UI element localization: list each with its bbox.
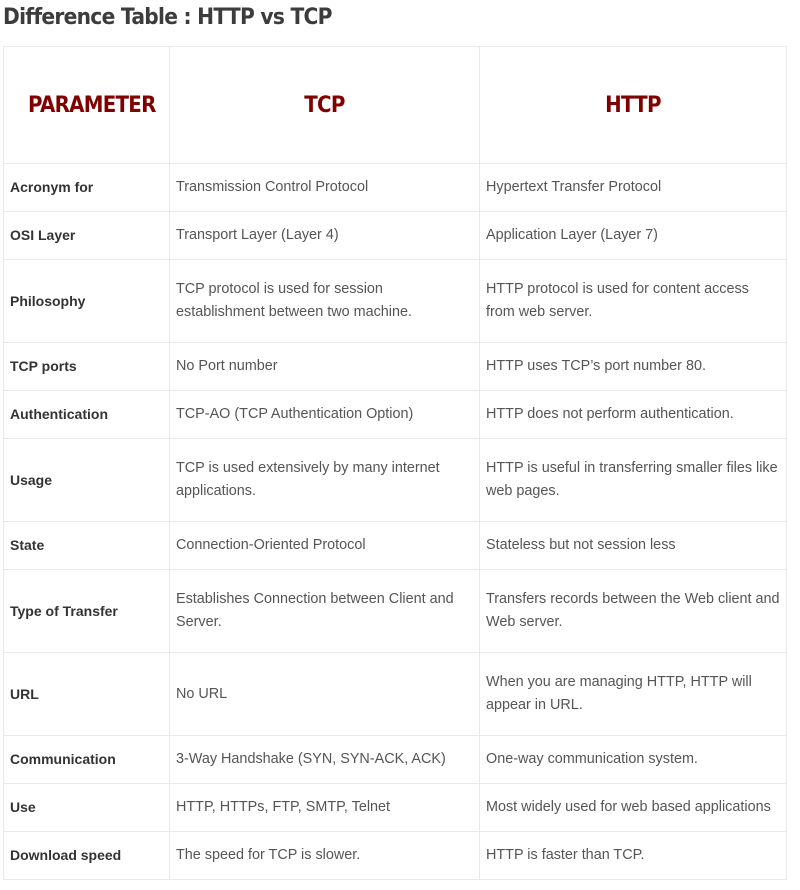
row-tcp-value: Transport Layer (Layer 4) (169, 211, 480, 260)
row-http-value: One-way communication system. (479, 735, 787, 784)
row-http-value: HTTP protocol is used for content access… (479, 259, 787, 343)
header-tcp-label: TCP (304, 92, 345, 118)
header-http-label: HTTP (605, 92, 661, 118)
row-tcp-value: TCP protocol is used for session establi… (169, 259, 480, 343)
row-parameter: URL (3, 652, 170, 736)
table-row: URL No URL When you are managing HTTP, H… (3, 652, 787, 736)
table-row: Communication 3-Way Handshake (SYN, SYN-… (3, 735, 787, 784)
page-title: Difference Table : HTTP vs TCP (3, 5, 333, 30)
header-http: HTTP (479, 46, 787, 164)
row-parameter: Use (3, 783, 170, 832)
row-http-value: Most widely used for web based applicati… (479, 783, 787, 832)
table-row: Philosophy TCP protocol is used for sess… (3, 259, 787, 343)
row-tcp-value: TCP is used extensively by many internet… (169, 438, 480, 522)
row-parameter: Acronym for (3, 163, 170, 212)
row-http-value: HTTP uses TCP’s port number 80. (479, 342, 787, 391)
row-tcp-value: HTTP, HTTPs, FTP, SMTP, Telnet (169, 783, 480, 832)
row-parameter: Type of Transfer (3, 569, 170, 653)
row-parameter: State (3, 521, 170, 570)
row-http-value: HTTP is faster than TCP. (479, 831, 787, 880)
row-tcp-value: Transmission Control Protocol (169, 163, 480, 212)
header-parameter: PARAMETER (3, 46, 170, 164)
table-row: Authentication TCP-AO (TCP Authenticatio… (3, 390, 787, 439)
table-header-row: PARAMETER TCP HTTP (3, 46, 787, 164)
row-parameter: Authentication (3, 390, 170, 439)
table-row: Download speed The speed for TCP is slow… (3, 831, 787, 880)
row-http-value: HTTP is useful in transferring smaller f… (479, 438, 787, 522)
table-row: TCP ports No Port number HTTP uses TCP’s… (3, 342, 787, 391)
table-row: Type of Transfer Establishes Connection … (3, 569, 787, 653)
table-row: Usage TCP is used extensively by many in… (3, 438, 787, 522)
row-tcp-value: The speed for TCP is slower. (169, 831, 480, 880)
row-tcp-value: No URL (169, 652, 480, 736)
row-parameter: OSI Layer (3, 211, 170, 260)
table-row: Use HTTP, HTTPs, FTP, SMTP, Telnet Most … (3, 783, 787, 832)
row-parameter: TCP ports (3, 342, 170, 391)
row-http-value: Stateless but not session less (479, 521, 787, 570)
row-parameter: Download speed (3, 831, 170, 880)
row-parameter: Philosophy (3, 259, 170, 343)
header-parameter-label: PARAMETER (28, 92, 156, 118)
header-tcp: TCP (169, 46, 480, 164)
row-parameter: Communication (3, 735, 170, 784)
row-tcp-value: No Port number (169, 342, 480, 391)
row-http-value: HTTP does not perform authentication. (479, 390, 787, 439)
row-tcp-value: Establishes Connection between Client an… (169, 569, 480, 653)
row-http-value: Transfers records between the Web client… (479, 569, 787, 653)
row-tcp-value: TCP-AO (TCP Authentication Option) (169, 390, 480, 439)
row-tcp-value: 3-Way Handshake (SYN, SYN-ACK, ACK) (169, 735, 480, 784)
table-row: Acronym for Transmission Control Protoco… (3, 163, 787, 212)
table-row: State Connection-Oriented Protocol State… (3, 521, 787, 570)
row-parameter: Usage (3, 438, 170, 522)
comparison-table: PARAMETER TCP HTTP Acronym for Transmiss… (3, 46, 787, 880)
table-row: OSI Layer Transport Layer (Layer 4) Appl… (3, 211, 787, 260)
row-http-value: Hypertext Transfer Protocol (479, 163, 787, 212)
row-tcp-value: Connection-Oriented Protocol (169, 521, 480, 570)
row-http-value: When you are managing HTTP, HTTP will ap… (479, 652, 787, 736)
row-http-value: Application Layer (Layer 7) (479, 211, 787, 260)
